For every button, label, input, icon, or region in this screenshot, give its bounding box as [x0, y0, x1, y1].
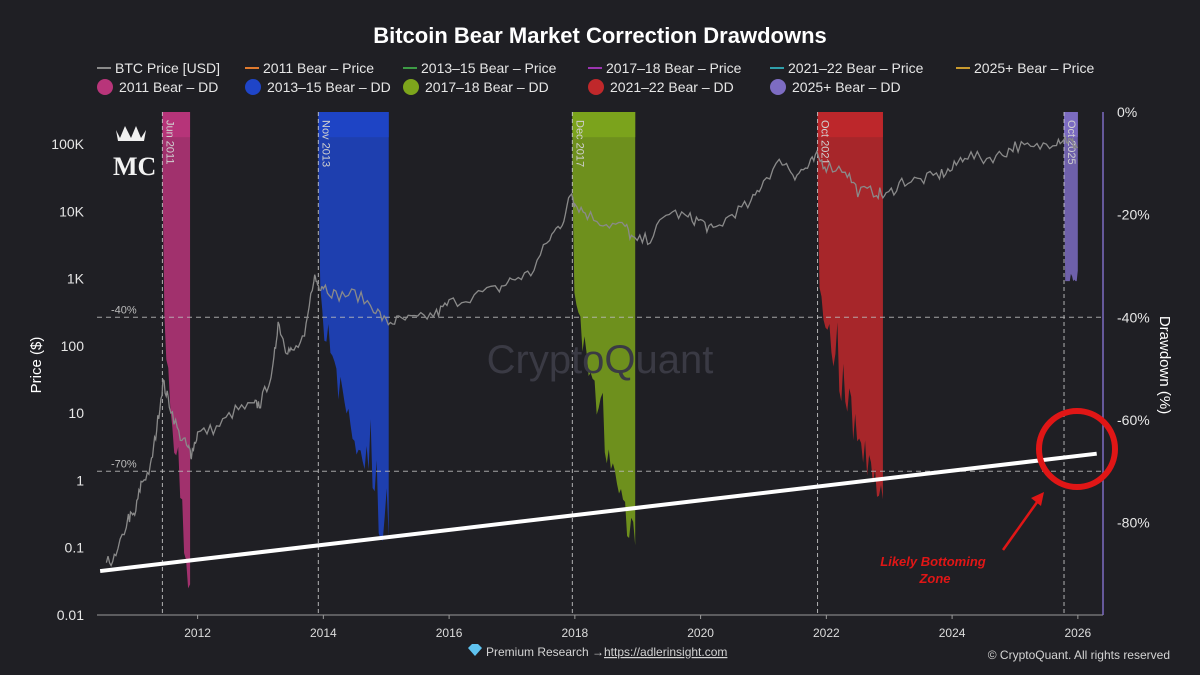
legend-label: 2025+ Bear – Price	[974, 60, 1094, 76]
footer-copyright: © CryptoQuant. All rights reserved	[988, 648, 1170, 662]
x-tick-label: 2012	[184, 626, 211, 640]
legend[interactable]: BTC Price [USD] 2011 Bear – Price 2013–15 …	[97, 60, 1094, 95]
logo: MC	[113, 126, 156, 181]
highlight-circle	[1036, 408, 1118, 490]
x-tick-label: 2018	[561, 626, 588, 640]
bear-period: Oct 2021	[817, 112, 883, 615]
legend-item[interactable]: 2013–15 Bear – DD	[245, 79, 391, 95]
legend-label: 2025+ Bear – DD	[792, 79, 901, 95]
y2-tick-label: -60%	[1117, 412, 1150, 428]
drawdown-area	[162, 112, 191, 589]
x-tick-label: 2026	[1064, 626, 1091, 640]
legend-label: 2017–18 Bear – DD	[425, 79, 549, 95]
x-tick-label: 2024	[939, 626, 966, 640]
x-tick-label: 2014	[310, 626, 337, 640]
btc-price-line	[105, 134, 1079, 567]
bottoming-zone-annotation: Likely Bottoming Zone	[880, 408, 1118, 586]
legend-swatch	[770, 79, 786, 95]
legend-label: BTC Price [USD]	[115, 60, 220, 76]
y2-axis-title: Drawdown (%)	[1156, 316, 1173, 414]
annotation-text-line2: Zone	[918, 571, 950, 586]
drawdown-area	[817, 112, 883, 500]
cycle-label: Oct 2025	[1065, 120, 1077, 165]
legend-swatch	[97, 79, 113, 95]
x-tick-label: 2022	[813, 626, 840, 640]
cycle-label: Oct 2021	[819, 120, 831, 165]
chart-title: Bitcoin Bear Market Correction Drawdowns	[373, 23, 827, 48]
y-tick-label: 0.1	[65, 540, 85, 556]
y-tick-label: 10	[68, 405, 84, 421]
legend-item[interactable]: 2013–15 Bear – Price	[403, 60, 557, 76]
bear-period: Oct 2025	[1063, 112, 1078, 615]
cycle-label: Nov 2013	[319, 120, 331, 167]
cycle-label: Dec 2017	[573, 120, 585, 167]
y-tick-label: 0.01	[57, 607, 84, 623]
drawdown-area	[1064, 112, 1078, 282]
footer: Premium Research → https://adlerinsight.…	[468, 644, 1170, 662]
annotation-arrow	[1001, 497, 1042, 551]
legend-label: 2011 Bear – Price	[263, 60, 374, 76]
arrowhead-icon	[1031, 492, 1044, 506]
legend-label: 2017–18 Bear – Price	[606, 60, 742, 76]
x-tick-label: 2020	[687, 626, 714, 640]
support-trendline	[99, 451, 1097, 574]
legend-item[interactable]: 2021–22 Bear – Price	[770, 60, 924, 76]
legend-label: 2021–22 Bear – Price	[788, 60, 924, 76]
y-tick-label: 100	[61, 338, 85, 354]
y-tick-label: 1	[76, 472, 84, 488]
legend-item[interactable]: 2017–18 Bear – Price	[588, 60, 742, 76]
reference-line-label: -40%	[111, 304, 137, 316]
legend-item[interactable]: BTC Price [USD]	[97, 60, 220, 76]
legend-swatch	[245, 79, 261, 95]
cycle-label: Jun 2011	[163, 120, 175, 164]
logo-text: MC	[113, 152, 156, 181]
legend-label: 2011 Bear – DD	[119, 79, 218, 95]
legend-item[interactable]: 2025+ Bear – DD	[770, 79, 901, 95]
y2-tick-label: 0%	[1117, 104, 1137, 120]
y2-tick-label: -20%	[1117, 207, 1150, 223]
legend-swatch	[588, 79, 604, 95]
plot-area: Jun 2011 Nov 2013 Dec 2017 Oct 2021 Oct 2025…	[51, 104, 1149, 640]
diamond-icon	[468, 644, 482, 656]
crown-icon	[116, 126, 146, 141]
drawdown-area	[572, 112, 636, 546]
footer-link[interactable]: https://adlerinsight.com	[604, 645, 727, 659]
y-tick-label: 10K	[59, 203, 85, 219]
y-tick-label: 100K	[51, 136, 84, 152]
legend-item[interactable]: 2011 Bear – DD	[97, 79, 218, 95]
bear-period: Nov 2013	[317, 112, 389, 615]
x-tick-label: 2016	[436, 626, 463, 640]
legend-item[interactable]: 2017–18 Bear – DD	[403, 79, 549, 95]
legend-item[interactable]: 2021–22 Bear – DD	[588, 79, 734, 95]
legend-label: 2013–15 Bear – DD	[267, 79, 391, 95]
bear-period: Dec 2017	[571, 112, 636, 615]
footer-premium: Premium Research →	[486, 645, 604, 659]
legend-item[interactable]: 2025+ Bear – Price	[956, 60, 1094, 76]
legend-swatch	[403, 79, 419, 95]
annotation-text-line1: Likely Bottoming	[880, 554, 986, 569]
drawdown-area	[318, 112, 389, 541]
bear-period: Jun 2011	[161, 112, 191, 615]
reference-line-label: -70%	[111, 458, 137, 470]
y-axis-title: Price ($)	[28, 337, 45, 394]
legend-label: 2021–22 Bear – DD	[610, 79, 734, 95]
y2-tick-label: -40%	[1117, 309, 1150, 325]
legend-label: 2013–15 Bear – Price	[421, 60, 557, 76]
y2-tick-label: -80%	[1117, 515, 1150, 531]
watermark: CryptoQuant	[487, 338, 714, 382]
legend-item[interactable]: 2011 Bear – Price	[245, 60, 374, 76]
y-tick-label: 1K	[67, 271, 85, 287]
